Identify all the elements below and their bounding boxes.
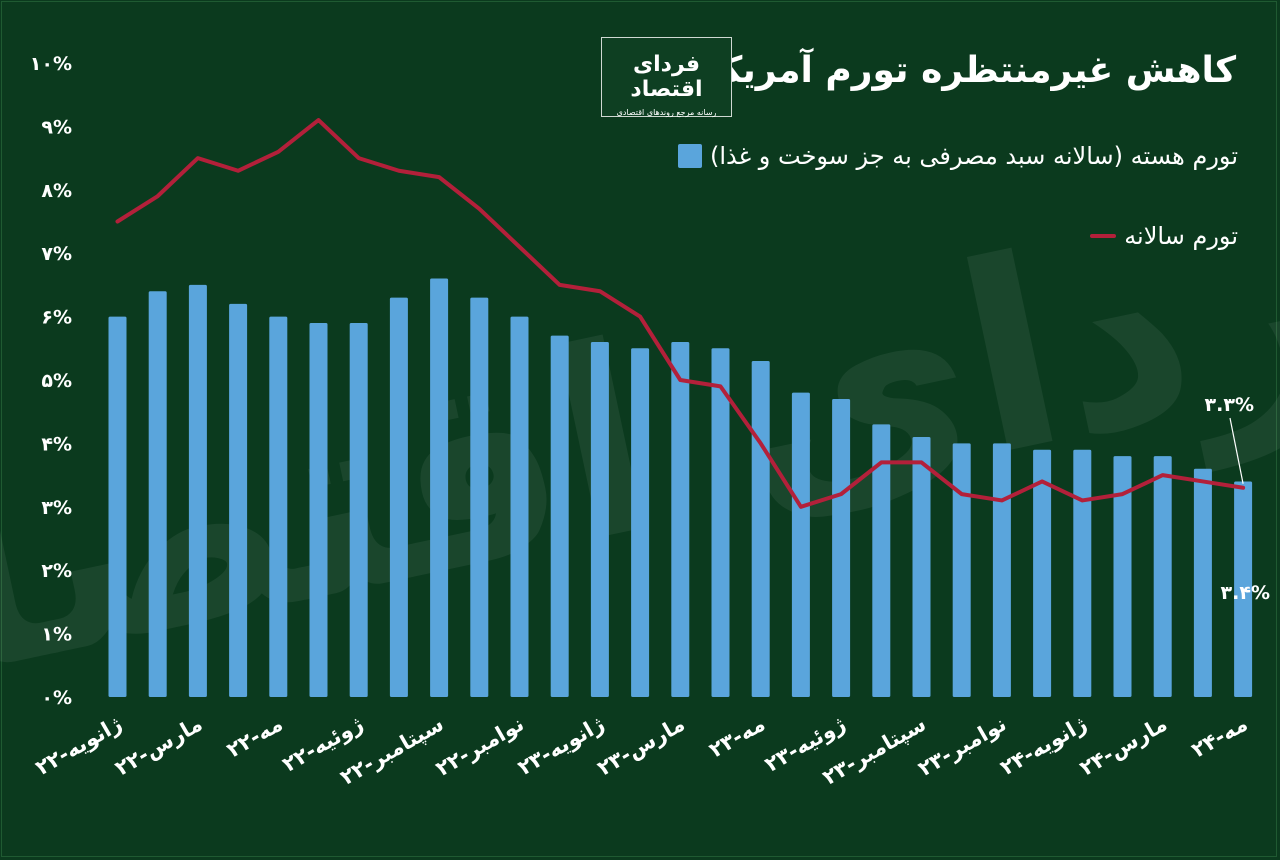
annotations: ۳.۳% ۳.۴% [1205, 394, 1270, 604]
bar [470, 297, 489, 697]
bar [631, 348, 650, 697]
x-tick-label: مارس-۲۲ [111, 712, 206, 781]
bar [751, 360, 770, 697]
y-tick-label: ۹% [41, 116, 72, 138]
bar-series [108, 278, 1253, 697]
bar [550, 335, 569, 697]
bar [1113, 456, 1132, 697]
bar [711, 348, 730, 697]
x-tick-label: ژانویه-۲۳ [514, 712, 609, 780]
x-tick-label: مارس-۲۳ [593, 712, 688, 781]
y-tick-label: ۱۰% [30, 53, 72, 75]
legend-swatch-bar [677, 144, 702, 168]
bar [430, 278, 449, 697]
x-tick-label: مارس-۲۴ [1076, 712, 1171, 781]
bar [590, 341, 609, 697]
bar [229, 303, 248, 697]
y-tick-label: ۴% [41, 433, 72, 455]
legend-swatch-line [1090, 234, 1117, 238]
last-line-value-label: ۳.۳% [1205, 394, 1254, 416]
legend-label-annual-inflation: تورم سالانه [1124, 222, 1238, 250]
y-axis: ۰% ۱% ۲% ۳% ۴% ۵% ۶% ۷% ۸% ۹% ۱۰% [30, 53, 72, 709]
y-tick-label: ۸% [41, 180, 72, 202]
bar [992, 443, 1011, 697]
bar [349, 322, 368, 697]
bar [510, 316, 529, 697]
brand-logo: فردای اقتصاد رسانه مرجع روندهای اقتصادی [601, 37, 732, 117]
x-tick-label: ژانویه-۲۴ [996, 712, 1091, 780]
x-tick-label: ژانویه-۲۲ [31, 712, 126, 780]
bar [309, 322, 328, 697]
x-tick-label: مه-۲۴ [1188, 712, 1252, 763]
legend-item-annual-inflation: تورم سالانه [1090, 222, 1238, 250]
logo-tagline: رسانه مرجع روندهای اقتصادی [616, 108, 717, 117]
y-tick-label: ۷% [41, 243, 72, 265]
bar [912, 437, 931, 697]
legend-label-core-inflation: تورم هسته (سالانه سبد مصرفی به جز سوخت و… [709, 142, 1238, 170]
bar [1193, 468, 1212, 697]
x-tick-label: مه-۲۲ [223, 712, 287, 763]
bar [671, 341, 690, 697]
bar [1234, 481, 1253, 697]
bar [872, 424, 891, 697]
y-tick-label: ۳% [41, 497, 72, 519]
bar [952, 443, 971, 697]
x-tick-label: نوامبر-۲۲ [432, 712, 528, 781]
y-tick-label: ۱% [41, 624, 72, 646]
x-tick-label: مه-۲۳ [705, 712, 769, 763]
y-tick-label: ۲% [41, 560, 72, 582]
legend-item-core-inflation: تورم هسته (سالانه سبد مصرفی به جز سوخت و… [677, 142, 1238, 170]
bar [1153, 456, 1172, 697]
bar [108, 316, 127, 697]
chart-title: کاهش غیرمنتظره تورم آمریکا [707, 50, 1236, 91]
bar [389, 297, 408, 697]
logo-name: فردای اقتصاد [630, 52, 703, 102]
annotation-leader-line [1229, 417, 1244, 484]
line-series [115, 118, 1246, 509]
bar [791, 392, 810, 697]
last-bar-value-label: ۳.۴% [1221, 582, 1270, 604]
y-tick-label: ۵% [41, 370, 72, 392]
bar [1073, 449, 1092, 697]
y-tick-label: ۰% [41, 687, 72, 709]
bar [269, 316, 288, 697]
bar [148, 291, 167, 697]
bar [188, 284, 207, 697]
bar [1033, 449, 1052, 697]
y-tick-label: ۶% [41, 307, 72, 329]
x-tick-label: نوامبر-۲۳ [914, 712, 1010, 781]
bar [832, 399, 851, 697]
